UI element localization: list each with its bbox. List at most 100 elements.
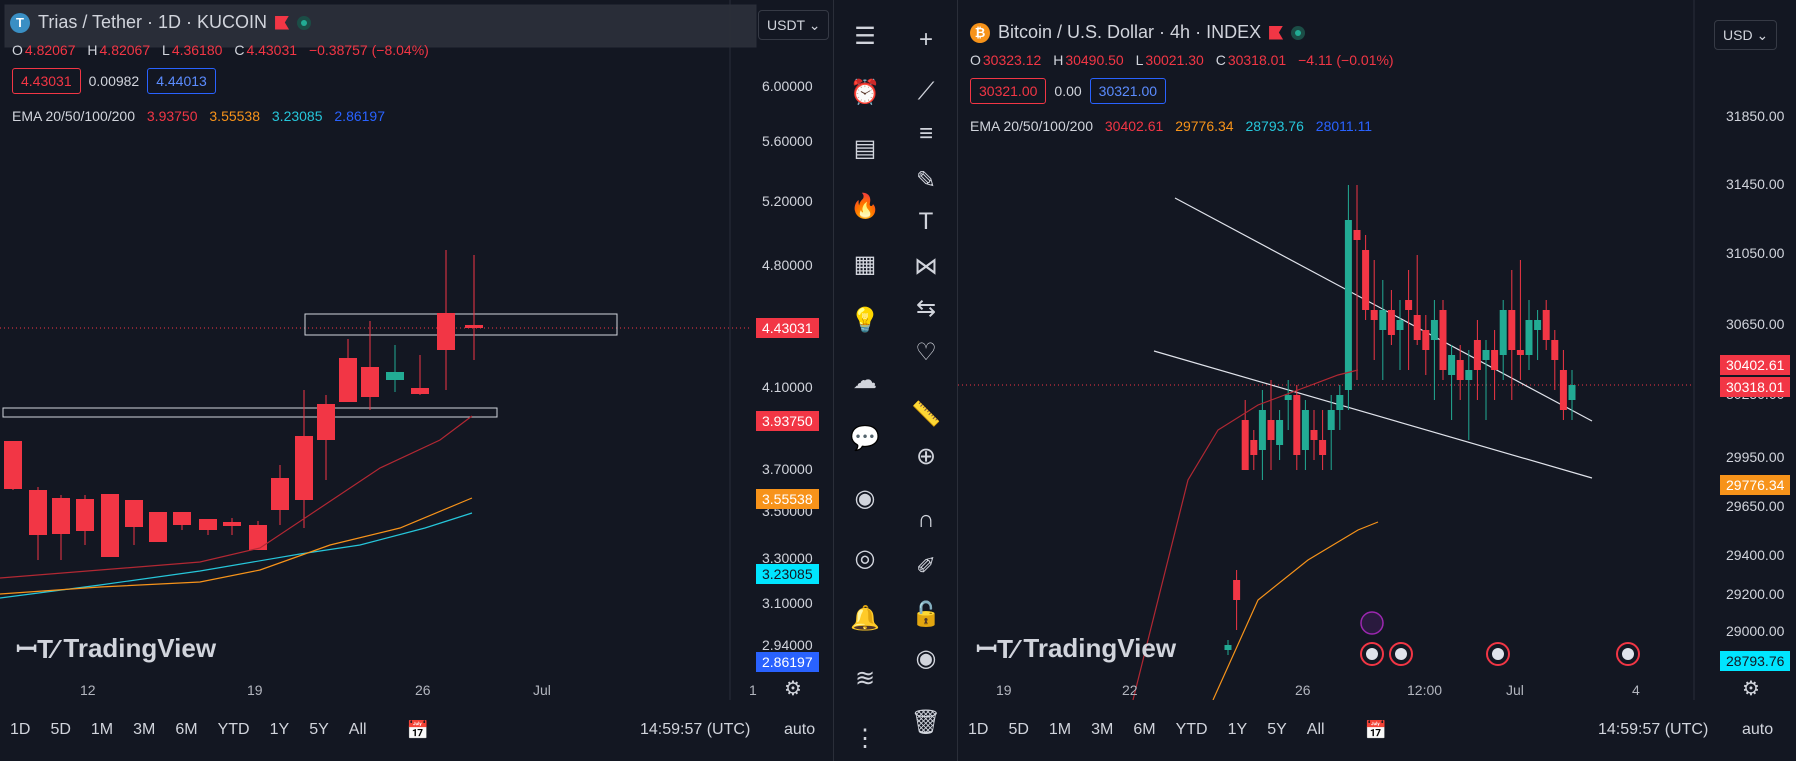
streams-icon[interactable]: ◉: [854, 484, 876, 512]
spread-value: 0.00982: [88, 73, 140, 89]
right-date-tick: 22: [1122, 682, 1138, 698]
candle-body: [1336, 395, 1344, 410]
forecast-icon[interactable]: ⇆: [915, 294, 937, 322]
alerts-clock-icon[interactable]: ⏰: [850, 78, 880, 106]
tradingview-logo[interactable]: ꟷT⁄ TradingView: [16, 632, 217, 665]
right-price-tick: 31850.00: [1726, 108, 1785, 124]
timeframe-ytd[interactable]: YTD: [217, 721, 250, 738]
right-symbol-header[interactable]: ₿ Bitcoin / U.S. Dollar · 4h · INDEX: [970, 22, 1306, 43]
timeframe-5d[interactable]: 5D: [1008, 721, 1029, 738]
right-price-tag: 28793.76: [1720, 651, 1791, 671]
right-bid-ask[interactable]: 30321.00 0.00 30321.00: [970, 78, 1167, 104]
timeframe-5y[interactable]: 5Y: [1267, 721, 1287, 738]
unlock-icon[interactable]: 🔓: [911, 600, 941, 628]
text-icon[interactable]: T: [918, 208, 934, 235]
right-symbol-title[interactable]: Bitcoin / U.S. Dollar · 4h · INDEX: [998, 22, 1262, 42]
trendline-icon[interactable]: ⟋: [917, 78, 935, 105]
left-chart-panel[interactable]: T Trias / Tether · 1D · KUCOIN O 4.82067 …: [0, 0, 833, 761]
settings-gear-icon[interactable]: ⚙: [1742, 678, 1760, 700]
timeframe-1y[interactable]: 1Y: [269, 721, 290, 738]
compare-date-range-icon[interactable]: 📅: [406, 719, 429, 740]
lower-trendline: [1153, 350, 1593, 479]
left-ema-legend[interactable]: EMA 20/50/100/200 3.93750 3.55538 3.2308…: [12, 108, 385, 124]
settings-gear-icon[interactable]: ⚙: [784, 678, 802, 700]
right-clock[interactable]: 14:59:57 (UTC): [1598, 721, 1709, 738]
candle-body: [1396, 320, 1404, 330]
lock-drawings-icon[interactable]: ✐: [915, 552, 937, 580]
tradingview-logo[interactable]: ꟷT⁄ TradingView: [976, 632, 1177, 665]
timeframe-all[interactable]: All: [1306, 721, 1325, 738]
right-chart-panel[interactable]: ₿ Bitcoin / U.S. Dollar · 4h · INDEX O 30…: [958, 0, 1796, 761]
ema20-line: [1132, 369, 1359, 700]
crosshair-icon[interactable]: +: [918, 26, 933, 53]
us-event-flag-icon: [1366, 648, 1378, 660]
data-window-icon[interactable]: ▤: [853, 134, 877, 162]
timeframe-1y[interactable]: 1Y: [1227, 721, 1248, 738]
notifications-icon[interactable]: ◎: [854, 544, 876, 572]
timeframe-6m[interactable]: 6M: [1133, 721, 1156, 738]
candle-body: [1516, 350, 1524, 355]
timeframe-1m[interactable]: 1M: [90, 721, 114, 738]
flag-icon[interactable]: [275, 15, 290, 30]
timeframe-3m[interactable]: 3M: [1091, 721, 1114, 738]
buy-button[interactable]: 30321.00: [1089, 78, 1167, 104]
trias-coin-icon: T: [10, 12, 30, 33]
ruler-icon[interactable]: 📏: [911, 400, 941, 428]
messages-icon[interactable]: 💬: [850, 424, 880, 452]
candle-body: [101, 494, 119, 557]
left-symbol-title[interactable]: Trias / Tether · 1D · KUCOIN: [38, 12, 268, 32]
left-bid-ask[interactable]: 4.43031 0.00982 4.44013: [12, 68, 216, 94]
compare-date-range-icon[interactable]: 📅: [1364, 719, 1387, 740]
ema50-line: [1212, 521, 1379, 700]
ideas-icon[interactable]: 💡: [850, 306, 880, 334]
brush-icon[interactable]: ✎: [915, 166, 937, 194]
flag-icon[interactable]: [1269, 25, 1284, 40]
right-chart-canvas[interactable]: [958, 0, 1796, 700]
right-bottom-toolbar: 1D 5D 1M 3M 6M YTD 1Y 5Y All 📅 14:59:57 (UTC) au…: [958, 712, 1796, 748]
timeframe-6m[interactable]: 6M: [175, 721, 198, 738]
sell-button[interactable]: 4.43031: [12, 68, 81, 94]
us-event-flag-icon: [1395, 648, 1407, 660]
candle-body: [29, 490, 47, 535]
timeframe-ytd[interactable]: YTD: [1175, 721, 1208, 738]
timeframe-1m[interactable]: 1M: [1048, 721, 1072, 738]
timeframe-3m[interactable]: 3M: [133, 721, 156, 738]
right-ema-legend[interactable]: EMA 20/50/100/200 30402.61 29776.34 2879…: [970, 118, 1373, 134]
dots-icon[interactable]: ⋮: [853, 724, 877, 752]
chat-icon[interactable]: ☁: [853, 366, 877, 394]
timeframe-all[interactable]: All: [348, 721, 367, 738]
candle-body: [1491, 350, 1499, 370]
timeframe-1d[interactable]: 1D: [10, 721, 31, 738]
buy-button[interactable]: 4.44013: [147, 68, 216, 94]
left-symbol-header[interactable]: T Trias / Tether · 1D · KUCOIN: [10, 12, 312, 33]
pattern-icon[interactable]: ⋈: [914, 252, 938, 280]
right-auto-toggle[interactable]: auto: [1742, 721, 1774, 738]
left-auto-toggle[interactable]: auto: [784, 721, 816, 738]
timeframe-1d[interactable]: 1D: [968, 721, 989, 738]
currency-selector-usdt[interactable]: USDT ⌄: [758, 10, 830, 40]
left-clock[interactable]: 14:59:57 (UTC): [640, 721, 751, 738]
right-price-tag: 29776.34: [1720, 475, 1791, 495]
candle-body: [1534, 320, 1542, 330]
timeframe-5d[interactable]: 5D: [50, 721, 71, 738]
hide-icon[interactable]: ◉: [915, 644, 937, 672]
candle-body: [1387, 310, 1395, 335]
calendar-icon[interactable]: ▦: [853, 250, 877, 278]
hotlist-icon[interactable]: 🔥: [850, 192, 880, 220]
bell-icon[interactable]: 🔔: [850, 604, 880, 632]
sell-button[interactable]: 30321.00: [970, 78, 1047, 104]
trash-icon[interactable]: 🗑: [910, 708, 942, 736]
candle-body: [1319, 440, 1327, 455]
right-price-tick: 29950.00: [1726, 449, 1785, 465]
left-chart-canvas[interactable]: [0, 0, 833, 700]
right-price-tick: 30650.00: [1726, 316, 1785, 332]
zoom-icon[interactable]: ⊕: [915, 442, 937, 470]
fib-icon[interactable]: ≡: [918, 120, 933, 147]
candle-body: [1456, 360, 1464, 380]
currency-selector-usd[interactable]: USD ⌄: [1714, 20, 1778, 50]
timeframe-5y[interactable]: 5Y: [309, 721, 329, 738]
depth-icon[interactable]: ≋: [854, 664, 876, 692]
favorite-icon[interactable]: ♡: [915, 338, 937, 366]
magnet-icon[interactable]: ∩: [917, 506, 935, 533]
watchlist-icon[interactable]: ☰: [854, 22, 876, 50]
